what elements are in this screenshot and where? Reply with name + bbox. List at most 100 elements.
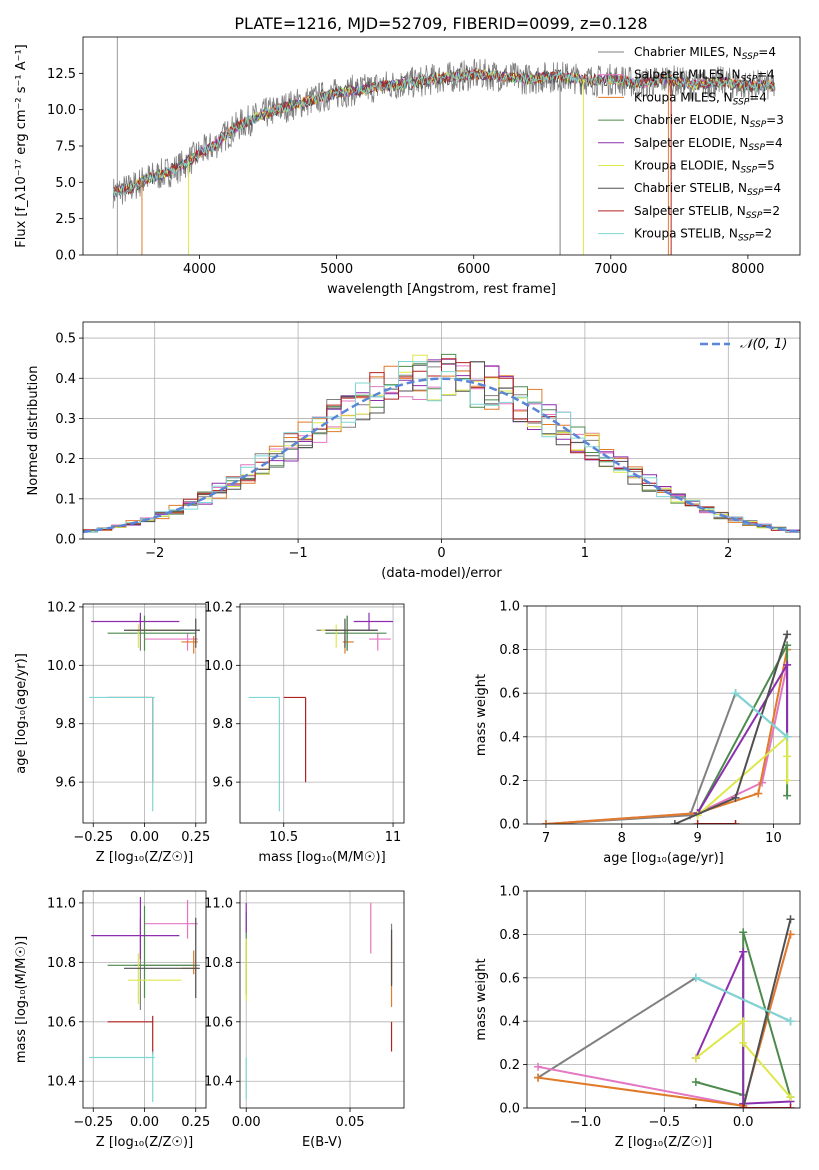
figure-title: PLATE=1216, MJD=52709, FIBERID=0099, z=0… bbox=[234, 14, 647, 33]
legend-label: Chabrier MILES, NSSP=4 bbox=[634, 45, 776, 62]
axes-frame bbox=[82, 321, 801, 540]
weight-marker bbox=[541, 820, 550, 824]
x-tick-label: −0.25 bbox=[73, 830, 113, 845]
x-tick-label: −2 bbox=[145, 546, 164, 561]
weight-marker bbox=[534, 1062, 543, 1071]
x-axis-label: mass [log₁₀(M/M☉)] bbox=[258, 850, 385, 865]
x-tick-label: 0.25 bbox=[181, 1115, 210, 1130]
weight-line bbox=[545, 664, 789, 824]
y-tick-label: 0.3 bbox=[55, 412, 76, 427]
weight-line bbox=[695, 976, 791, 1023]
y-tick-label: 11.0 bbox=[204, 896, 233, 911]
y-tick-label: 2.5 bbox=[55, 212, 76, 227]
weight-marker bbox=[783, 791, 792, 800]
y-tick-label: 10.2 bbox=[47, 600, 76, 615]
legend-label: Chabrier STELIB, NSSP=4 bbox=[634, 181, 781, 198]
x-tick-label: −0.25 bbox=[73, 1115, 113, 1130]
y-tick-label: 10.8 bbox=[47, 956, 76, 971]
legend-label: Salpeter STELIB, NSSP=2 bbox=[634, 204, 780, 221]
x-tick-label: −1 bbox=[289, 546, 308, 561]
weight-marker bbox=[783, 630, 792, 639]
y-axis-label: age [log₁₀(age/yr)] bbox=[14, 653, 29, 774]
x-tick-label: 1 bbox=[581, 546, 589, 561]
weight-line bbox=[695, 1019, 792, 1098]
axes-frame bbox=[239, 890, 405, 1109]
x-tick-label: 0.00 bbox=[130, 830, 159, 845]
y-tick-label: 0.4 bbox=[499, 1015, 520, 1030]
weight-marker bbox=[691, 1104, 700, 1108]
x-tick-label: 9 bbox=[693, 831, 701, 846]
x-tick-label: 4000 bbox=[183, 262, 216, 277]
x-axis-label: age [log₁₀(age/yr)] bbox=[603, 851, 724, 866]
x-tick-label: 0.05 bbox=[336, 1115, 365, 1130]
weight-vs-metallicity-panel: −1.0 −0.5 0.0 0.0 0.2 0.4 0.6 0.8 1.0 Z [log₁₀(Z/… bbox=[474, 885, 801, 1150]
x-tick-label: −0.5 bbox=[648, 1115, 680, 1130]
x-tick-label: 8000 bbox=[731, 262, 764, 277]
x-tick-label: 10 bbox=[765, 831, 782, 846]
y-tick-label: 0.0 bbox=[499, 818, 520, 833]
y-tick-label: 0.0 bbox=[499, 1102, 520, 1117]
x-axis-label: wavelength [Angstrom, rest frame] bbox=[327, 282, 556, 297]
x-tick-label: 10.5 bbox=[269, 830, 298, 845]
axes-frame bbox=[82, 890, 207, 1109]
y-tick-label: 0.2 bbox=[55, 452, 76, 467]
age-vs-metallicity-panel: −0.25 0.00 0.25 9.6 9.8 10.0 10.2 Z [log₁₀(Z/Z☉… bbox=[14, 600, 210, 865]
weight-marker bbox=[739, 1104, 748, 1108]
weight-marker bbox=[786, 915, 795, 924]
weight-marker bbox=[691, 1077, 700, 1086]
x-axis-label: (data-model)/error bbox=[381, 566, 502, 581]
y-tick-label: 0.5 bbox=[55, 332, 76, 347]
x-tick-label: 8 bbox=[618, 831, 626, 846]
y-tick-label: 5.0 bbox=[55, 176, 76, 191]
y-tick-label: 9.6 bbox=[212, 776, 233, 791]
y-tick-label: 0.1 bbox=[55, 492, 76, 507]
y-tick-label: 10.0 bbox=[47, 103, 76, 118]
mass-vs-ebv-panel: 0.00 0.05 10.4 10.6 10.8 11.0 E(B-V) bbox=[204, 890, 405, 1150]
weight-marker bbox=[731, 689, 740, 698]
y-tick-label: 10.6 bbox=[47, 1015, 76, 1030]
y-axis-label: mass weight bbox=[474, 674, 489, 756]
mass-vs-metallicity-panel: −0.25 0.00 0.25 10.4 10.6 10.8 11.0 Z [log₁₀(Z/… bbox=[14, 890, 210, 1150]
plot-area bbox=[89, 612, 200, 812]
y-tick-label: 0.0 bbox=[55, 249, 76, 264]
y-tick-label: 1.0 bbox=[499, 885, 520, 900]
x-tick-label: 0.00 bbox=[130, 1115, 159, 1130]
x-axis-label: Z [log₁₀(Z/Z☉)] bbox=[96, 1135, 193, 1150]
x-tick-label: 0 bbox=[437, 546, 445, 561]
spectrum-line bbox=[112, 70, 775, 198]
x-tick-label: 0.00 bbox=[232, 1115, 261, 1130]
weight-marker bbox=[731, 820, 740, 824]
weight-marker bbox=[731, 793, 740, 802]
y-tick-label: 0.4 bbox=[499, 730, 520, 745]
legend-label: Salpeter MILES, NSSP=4 bbox=[634, 68, 775, 85]
weight-marker bbox=[786, 1017, 795, 1026]
y-axis-label: Normed distribution bbox=[26, 366, 41, 496]
legend-label: Salpeter ELODIE, NSSP=4 bbox=[634, 136, 783, 153]
legend-label: Kroupa ELODIE, NSSP=5 bbox=[634, 159, 775, 176]
weight-marker bbox=[786, 1104, 795, 1108]
plot-area bbox=[245, 902, 393, 1100]
weight-marker bbox=[754, 789, 763, 798]
plot-area bbox=[541, 630, 792, 824]
weight-marker bbox=[783, 732, 792, 741]
y-tick-label: 12.5 bbox=[47, 67, 76, 82]
axes-frame bbox=[82, 36, 801, 256]
y-tick-label: 10.0 bbox=[47, 659, 76, 674]
weight-vs-age-panel: 7 8 9 10 0.0 0.2 0.4 0.6 0.8 1.0 age [log₁₀(age/yr… bbox=[474, 600, 801, 866]
x-tick-label: −1.0 bbox=[570, 1115, 602, 1130]
y-tick-label: 10.2 bbox=[204, 600, 233, 615]
plot-area bbox=[112, 37, 776, 255]
x-tick-label: 6000 bbox=[457, 262, 490, 277]
y-tick-label: 7.5 bbox=[55, 140, 76, 155]
weight-line bbox=[545, 649, 789, 824]
weight-marker bbox=[691, 973, 700, 982]
x-tick-label: 5000 bbox=[320, 262, 353, 277]
x-tick-label: 2 bbox=[724, 546, 732, 561]
x-axis-label: Z [log₁₀(Z/Z☉)] bbox=[96, 850, 193, 865]
x-tick-label: 0.25 bbox=[181, 830, 210, 845]
weight-marker bbox=[758, 778, 767, 787]
y-tick-label: 10.8 bbox=[204, 956, 233, 971]
plot-area bbox=[248, 612, 394, 812]
y-tick-label: 0.6 bbox=[499, 971, 520, 986]
